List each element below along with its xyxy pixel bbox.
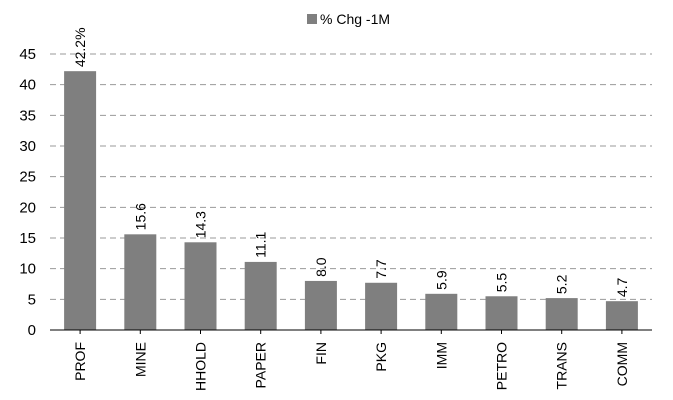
bar xyxy=(64,71,97,330)
y-tick-label: 30 xyxy=(19,138,36,155)
legend-label: % Chg -1M xyxy=(320,11,390,27)
legend: % Chg -1M xyxy=(307,11,390,27)
x-category-label: FIN xyxy=(313,342,329,365)
x-category-label: PETRO xyxy=(494,342,510,390)
data-label: 4.7 xyxy=(614,277,630,297)
y-tick-label: 40 xyxy=(19,77,36,94)
data-label: 11.1 xyxy=(253,231,269,257)
bars: 42.2% 15.6 14.3 11.1 8.0 7.7 5.9 5.5 5.2 4.7 xyxy=(64,27,638,330)
bar xyxy=(605,301,638,330)
bar xyxy=(244,261,277,330)
x-category-label: PKG xyxy=(373,342,389,372)
x-category-label: PROF xyxy=(72,342,88,381)
data-label: 5.5 xyxy=(494,273,510,293)
data-label: 7.7 xyxy=(373,259,389,279)
bar xyxy=(304,280,337,330)
data-label: 42.2% xyxy=(72,27,88,67)
bar xyxy=(545,298,578,330)
y-tick-label: 35 xyxy=(19,107,36,124)
x-category-label: COMM xyxy=(614,342,630,386)
bar xyxy=(184,242,217,330)
y-tick-label: 25 xyxy=(19,169,36,186)
y-tick-label: 45 xyxy=(19,46,36,63)
y-tick-label: 15 xyxy=(19,230,36,247)
y-tick-label: 20 xyxy=(19,199,36,216)
data-label: 15.6 xyxy=(132,203,148,230)
bar xyxy=(485,296,518,330)
x-category-label: PAPER xyxy=(253,342,269,388)
y-tick-label: 0 xyxy=(28,322,36,339)
x-category-label: MINE xyxy=(132,342,148,377)
y-axis: 0 5 10 15 20 25 30 35 40 45 xyxy=(19,46,36,339)
x-category-label: IMM xyxy=(433,342,449,369)
data-label: 8.0 xyxy=(313,257,329,277)
data-label: 5.2 xyxy=(554,274,570,294)
x-category-label: TRANS xyxy=(554,342,570,389)
x-category-label: HHOLD xyxy=(193,342,209,391)
legend-swatch xyxy=(307,14,317,24)
x-axis: PROF MINE HHOLD PAPER FIN PKG IMM PETRO TRANS COM… xyxy=(50,329,652,391)
data-label: 5.9 xyxy=(433,270,449,290)
y-tick-label: 10 xyxy=(19,261,36,278)
data-label: 14.3 xyxy=(193,211,209,238)
y-tick-label: 5 xyxy=(28,291,36,308)
bar xyxy=(425,293,458,330)
bar xyxy=(124,234,157,330)
bar xyxy=(365,282,398,330)
